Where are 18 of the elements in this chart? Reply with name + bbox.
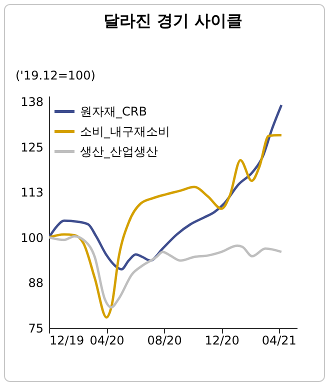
y-tick-label: 125 — [20, 140, 44, 154]
x-tick-label: 12/20 — [204, 334, 240, 348]
line-series — [49, 235, 283, 309]
y-tick-label: 100 — [20, 230, 44, 245]
x-tick-label: 08/20 — [147, 334, 182, 348]
y-tick-label: 75 — [28, 322, 44, 336]
x-tick-label: 12/19 — [50, 334, 84, 348]
chart-title: 달라진 경기 사이클 — [103, 11, 243, 30]
legend-label: 원자재_CRB — [80, 104, 147, 118]
x-tick-label: 04/21 — [262, 334, 296, 348]
y-axis-title: ('19.12=100) — [16, 68, 96, 82]
legend-label: 생산_산업생산 — [80, 144, 158, 158]
y-tick-label: 88 — [28, 276, 44, 290]
line-series — [49, 104, 283, 270]
legend-label: 소비_내구재소비 — [80, 124, 170, 138]
x-tick-label: 04/20 — [90, 334, 124, 348]
y-tick-label: 113 — [20, 186, 44, 200]
y-tick-label: 138 — [20, 94, 44, 109]
